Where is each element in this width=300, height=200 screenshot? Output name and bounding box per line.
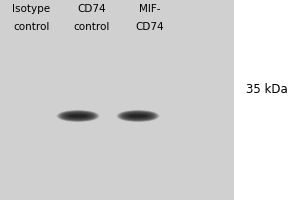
Text: MIF-: MIF- xyxy=(139,4,161,14)
Ellipse shape xyxy=(127,114,149,118)
Ellipse shape xyxy=(59,111,97,121)
Ellipse shape xyxy=(61,112,94,120)
Ellipse shape xyxy=(61,112,95,120)
Ellipse shape xyxy=(69,115,87,117)
Ellipse shape xyxy=(122,112,154,120)
Ellipse shape xyxy=(58,111,98,121)
Ellipse shape xyxy=(125,114,151,118)
Text: control: control xyxy=(73,22,110,32)
Ellipse shape xyxy=(67,114,89,118)
Ellipse shape xyxy=(66,114,90,118)
Ellipse shape xyxy=(70,115,86,117)
Ellipse shape xyxy=(62,112,94,120)
Ellipse shape xyxy=(58,111,98,121)
Ellipse shape xyxy=(130,115,146,117)
Text: 35 kDa: 35 kDa xyxy=(246,83,288,96)
Ellipse shape xyxy=(63,113,93,119)
Text: control: control xyxy=(13,22,50,32)
Ellipse shape xyxy=(68,115,88,117)
Text: CD74: CD74 xyxy=(77,4,106,14)
Ellipse shape xyxy=(124,113,152,119)
Ellipse shape xyxy=(70,115,86,117)
Ellipse shape xyxy=(124,113,152,119)
Ellipse shape xyxy=(65,114,91,118)
Ellipse shape xyxy=(60,112,96,120)
Ellipse shape xyxy=(126,114,150,118)
Ellipse shape xyxy=(120,112,156,120)
Ellipse shape xyxy=(122,112,154,120)
Ellipse shape xyxy=(67,114,89,118)
Ellipse shape xyxy=(130,115,146,117)
Ellipse shape xyxy=(57,110,99,121)
Bar xyxy=(0,0,234,200)
Text: Isotype: Isotype xyxy=(12,4,51,14)
Ellipse shape xyxy=(118,111,158,121)
Ellipse shape xyxy=(129,115,147,117)
Ellipse shape xyxy=(128,115,148,117)
Ellipse shape xyxy=(64,113,92,119)
Text: CD74: CD74 xyxy=(136,22,164,32)
Ellipse shape xyxy=(121,112,155,120)
Ellipse shape xyxy=(119,111,157,121)
Ellipse shape xyxy=(117,110,159,121)
Ellipse shape xyxy=(118,111,158,121)
Ellipse shape xyxy=(64,113,92,119)
Ellipse shape xyxy=(123,113,153,119)
Ellipse shape xyxy=(127,114,149,118)
